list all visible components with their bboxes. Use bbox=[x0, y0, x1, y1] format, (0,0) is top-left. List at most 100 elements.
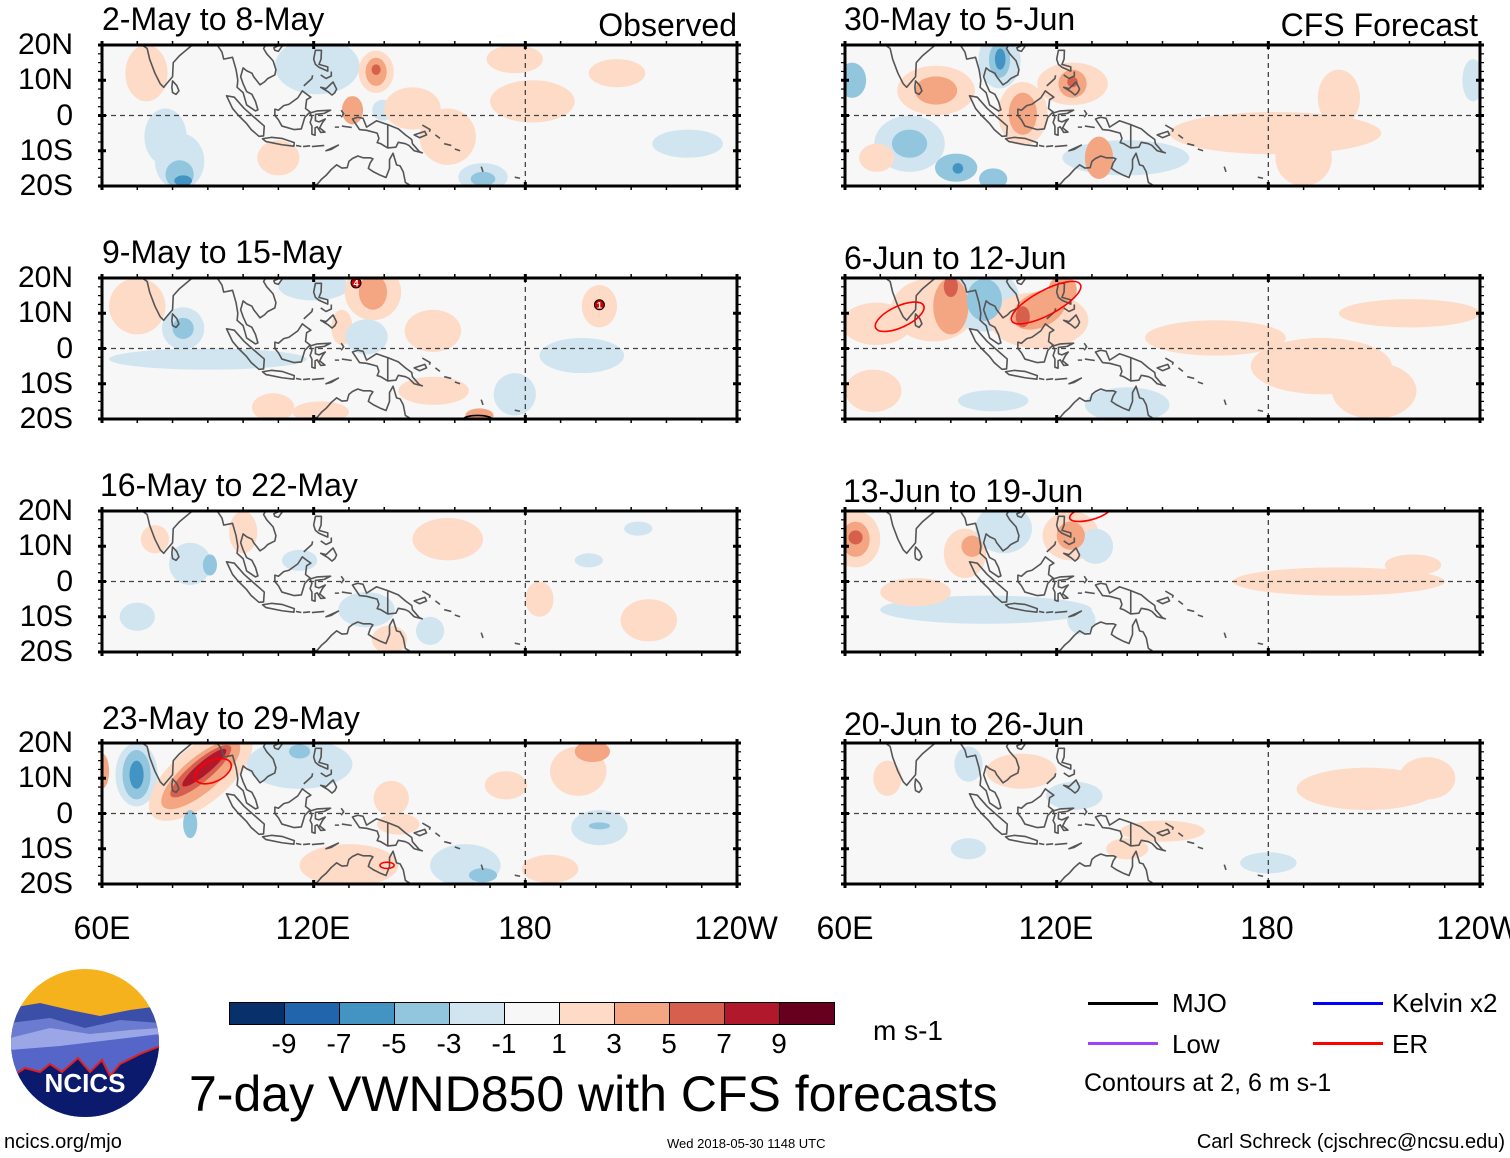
figure-title: 7-day VWND850 with CFS forecasts bbox=[189, 1066, 998, 1122]
southerly-anomaly-region bbox=[574, 743, 610, 763]
colorbar-swatch bbox=[504, 1002, 560, 1025]
northerly-anomaly-region bbox=[119, 602, 155, 631]
northerly-anomaly-region bbox=[950, 838, 987, 860]
lon-label-60e: 60E bbox=[73, 910, 131, 946]
southerly-anomaly-region bbox=[377, 813, 420, 835]
northerly-anomaly-region bbox=[966, 278, 1002, 322]
southerly-anomaly-region bbox=[620, 599, 678, 642]
colorbar-tick-label: -3 bbox=[436, 1028, 462, 1059]
southerly-anomaly-region bbox=[371, 64, 381, 75]
lat-label: 20N bbox=[17, 494, 73, 527]
er-contour bbox=[1068, 511, 1112, 523]
er-contour bbox=[874, 301, 925, 333]
southerly-anomaly-region bbox=[525, 581, 554, 617]
northerly-anomaly-region bbox=[274, 45, 360, 95]
legend-kelvin-line bbox=[1313, 1002, 1383, 1005]
northerly-anomaly-region bbox=[994, 48, 1006, 70]
lat-label: 20S bbox=[19, 635, 73, 668]
contours-note: Contours at 2, 6 m s-1 bbox=[1084, 1069, 1332, 1097]
map-panel-observed-4 bbox=[98, 739, 741, 888]
panel-title: 13-Jun to 19-Jun bbox=[843, 473, 1084, 509]
southerly-anomaly-region bbox=[986, 753, 1057, 789]
lat-label: 10N bbox=[17, 63, 73, 97]
southerly-anomaly-region bbox=[1275, 129, 1332, 186]
colorbar-tick-label: -5 bbox=[381, 1028, 407, 1059]
northerly-anomaly-region bbox=[588, 822, 610, 830]
lat-label: 0 bbox=[56, 98, 73, 132]
southerly-anomaly-region bbox=[1008, 92, 1037, 135]
southerly-anomaly-region bbox=[412, 518, 483, 561]
southerly-anomaly-region bbox=[933, 278, 969, 335]
colorbar-swatch bbox=[724, 1002, 780, 1025]
southerly-anomaly-region bbox=[404, 309, 462, 353]
tropical-cyclone-icon: 1 bbox=[593, 299, 605, 310]
northerly-anomaly-region bbox=[975, 511, 1032, 554]
northerly-anomaly-region bbox=[144, 108, 187, 165]
southerly-anomaly-region bbox=[859, 143, 895, 172]
panel-title: 20-Jun to 26-Jun bbox=[844, 706, 1085, 742]
panel-title: 30-May to 5-Jun bbox=[844, 1, 1076, 37]
colorbar-swatch bbox=[449, 1002, 505, 1025]
colorbar-swatch bbox=[229, 1002, 285, 1025]
colorbar-tick-label: -7 bbox=[326, 1028, 352, 1059]
northerly-anomaly-region bbox=[624, 521, 653, 536]
southerly-anomaly-region bbox=[398, 376, 469, 405]
colorbar-swatch bbox=[394, 1002, 450, 1025]
lat-label: 10S bbox=[19, 133, 73, 167]
southerly-anomaly-region bbox=[1331, 362, 1417, 419]
colorbar-swatch bbox=[669, 1002, 725, 1025]
legend-er-label: ER bbox=[1392, 1029, 1429, 1059]
northerly-anomaly-region bbox=[979, 168, 1008, 186]
lon-label-60e: 60E bbox=[816, 910, 874, 946]
panel-title: 23-May to 29-May bbox=[102, 700, 360, 736]
southerly-anomaly-region bbox=[1015, 306, 1030, 328]
lat-label: 10N bbox=[17, 529, 73, 563]
timestamp: Wed 2018-05-30 1148 UTC bbox=[667, 1136, 826, 1151]
author-credit: Carl Schreck (cjschrec@ncsu.edu) bbox=[1196, 1131, 1505, 1153]
legend-mjo-line bbox=[1088, 1002, 1158, 1005]
map-panel-forecast-3 bbox=[841, 507, 1484, 656]
svg-text:4: 4 bbox=[353, 278, 358, 288]
southerly-anomaly-region bbox=[229, 511, 258, 554]
northerly-anomaly-region bbox=[345, 319, 388, 355]
observed-label: Observed bbox=[598, 7, 737, 43]
colorbar-tick-label: -9 bbox=[271, 1028, 297, 1059]
colorbar-tick-label: 1 bbox=[551, 1028, 567, 1059]
southerly-anomaly-region bbox=[943, 278, 958, 298]
colorbar-swatch bbox=[559, 1002, 615, 1025]
colorbar-tick-label: 3 bbox=[606, 1028, 622, 1059]
panel-title: 2-May to 8-May bbox=[102, 1, 325, 37]
cfs-forecast-label: CFS Forecast bbox=[1280, 7, 1478, 43]
lat-label: 20N bbox=[17, 28, 73, 61]
southerly-anomaly-region bbox=[486, 45, 543, 74]
southerly-anomaly-region bbox=[257, 140, 300, 176]
northerly-anomaly-region bbox=[574, 553, 603, 568]
er-contour bbox=[1010, 280, 1082, 325]
southerly-anomaly-region bbox=[1169, 111, 1382, 155]
southerly-anomaly-region bbox=[373, 780, 409, 816]
legend-low-line bbox=[1088, 1042, 1158, 1045]
er-contour bbox=[194, 757, 233, 785]
tropical-cyclone-icon: 4 bbox=[350, 277, 362, 289]
northerly-anomaly-region bbox=[1077, 528, 1114, 564]
southerly-anomaly-region bbox=[358, 278, 388, 310]
southerly-anomaly-region bbox=[873, 760, 902, 796]
ncics-link[interactable]: ncics.org/mjo bbox=[4, 1131, 122, 1153]
southerly-anomaly-region bbox=[109, 278, 166, 335]
map-panel-forecast-1 bbox=[841, 41, 1484, 190]
coastline bbox=[130, 27, 520, 193]
southerly-anomaly-region bbox=[125, 45, 168, 102]
lon-label-120w: 120W bbox=[1436, 910, 1510, 946]
colorbar-units: m s-1 bbox=[873, 1015, 943, 1046]
colorbar-tick-label: 9 bbox=[771, 1028, 787, 1059]
northerly-anomaly-region bbox=[468, 868, 498, 883]
panel-title: 6-Jun to 12-Jun bbox=[844, 240, 1067, 276]
colorbar-swatch bbox=[779, 1002, 835, 1025]
southerly-anomaly-region bbox=[419, 108, 476, 165]
colorbar-tick-label: -1 bbox=[491, 1028, 517, 1059]
northerly-anomaly-region bbox=[202, 554, 218, 576]
southerly-anomaly-region bbox=[1317, 69, 1361, 127]
logo-text: NCICS bbox=[45, 1068, 126, 1098]
southerly-anomaly-region bbox=[484, 771, 528, 800]
southerly-anomaly-region bbox=[1233, 567, 1445, 596]
